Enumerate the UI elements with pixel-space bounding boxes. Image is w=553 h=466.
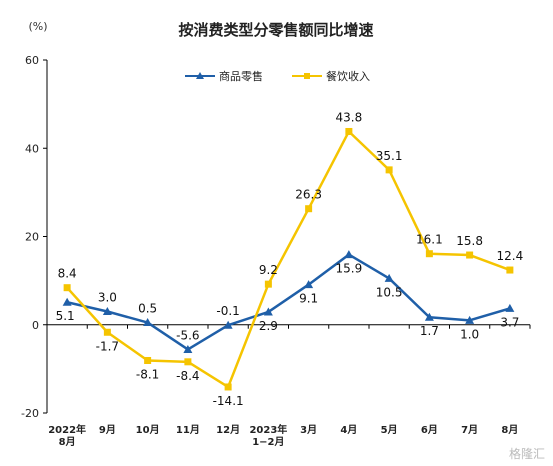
y-tick-label: 20 [25,231,39,244]
watermark: 格隆汇 [509,446,545,461]
x-tick-label: 2022年 [48,423,86,436]
x-tick-label: 5月 [381,424,398,436]
retail-point [263,307,273,316]
legend-marker-catering [304,73,310,79]
catering-point [345,127,353,135]
catering-data-label: 8.4 [58,267,77,281]
retail-point [143,318,153,327]
retail-point [465,315,475,324]
x-tick-label: 2023年 [249,423,287,436]
series-markers [62,127,515,391]
catering-point [63,284,71,292]
x-tick-label: 7月 [461,424,478,436]
x-tick-label: 10月 [136,424,160,436]
catering-data-label: -14.1 [213,394,244,408]
catering-point [305,205,313,213]
y-tick-label: 40 [25,142,39,155]
retail-data-label: -0.1 [216,304,239,318]
catering-data-label: 26.3 [295,188,322,202]
x-tick-label: 12月 [216,424,240,436]
retail-point [223,320,233,329]
x-tick-label: 6月 [421,424,438,436]
catering-data-label: 43.8 [336,110,363,124]
retail-data-label: 0.5 [138,302,157,316]
x-tick-label: 3月 [300,424,317,436]
series-line-catering [66,130,511,389]
catering-data-label: -1.7 [96,339,119,353]
catering-point [466,251,474,259]
x-tick-label: 9月 [99,424,116,436]
retail-data-label: 2.9 [259,319,278,333]
data-labels: 5.1 3.0 0.5 -5.6 -0.1 2.9 9.1 15.9 10.5 1.7 1.0 3.7… [56,110,524,407]
x-tick-label: 4月 [340,424,357,436]
legend: 商品零售 餐饮收入 [185,69,370,83]
retail-point [304,280,314,289]
legend-label-catering: 餐饮收入 [326,69,370,83]
legend-label-retail: 商品零售 [219,69,263,83]
series-lines [66,130,511,389]
retail-data-label: 10.5 [376,285,403,299]
retail-point [183,344,193,353]
catering-point [144,356,152,364]
y-tick-label: -20 [21,407,39,420]
catering-data-label: 9.2 [259,263,278,277]
retail-point [62,297,72,306]
retail-point [384,273,394,282]
y-tick-label: 0 [32,319,39,332]
catering-point [184,358,192,366]
retail-point [344,250,354,259]
catering-data-label: 16.1 [416,233,443,247]
x-tick-label: 1−2月 [252,436,284,448]
retail-data-label: 15.9 [336,262,363,276]
retail-point [424,312,434,321]
y-tick-label: 60 [25,54,39,67]
catering-point [103,328,111,336]
catering-point [506,266,514,274]
chart-title: 按消费类型分零售额同比增速 [178,21,373,39]
catering-data-label: -8.1 [136,367,159,381]
x-tick-label: 8月 [501,424,518,436]
retail-data-label: -5.6 [176,328,199,342]
retail-point [505,303,515,312]
catering-data-label: 15.8 [456,234,483,248]
catering-data-label: -8.4 [176,369,199,383]
catering-point [224,383,232,391]
retail-data-label: 3.7 [500,315,519,329]
retail-data-label: 5.1 [56,309,75,323]
retail-data-label: 1.0 [460,327,479,341]
catering-data-label: 12.4 [497,249,524,263]
x-tick-label: 11月 [176,424,200,436]
retail-data-label: 3.0 [98,291,117,305]
catering-point [425,250,433,258]
catering-point [385,166,393,174]
series-line-retail [66,253,511,351]
catering-data-label: 35.1 [376,149,403,163]
catering-point [264,280,272,288]
retail-data-label: 1.7 [420,324,439,338]
y-axis-unit: (%) [28,20,47,33]
retail-point [102,307,112,316]
legend-marker-retail [196,72,204,79]
retail-data-label: 9.1 [299,292,318,306]
x-tick-label: 8月 [59,436,76,448]
